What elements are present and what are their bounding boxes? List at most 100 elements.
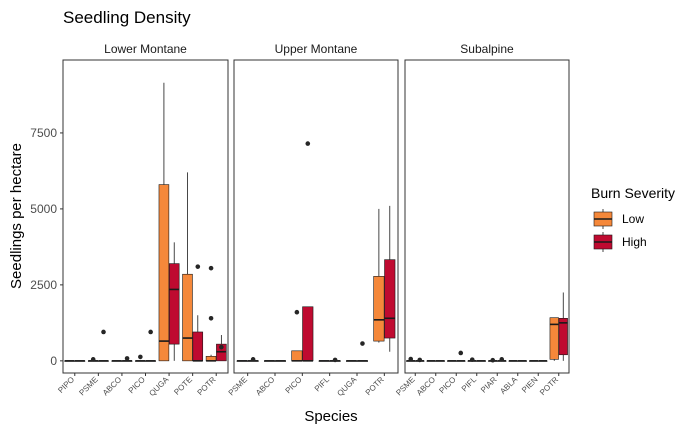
x-tick-label: PICO	[284, 375, 304, 395]
box-pipo-high	[74, 360, 86, 362]
panel-border	[233, 59, 399, 374]
outlier-point	[408, 356, 414, 362]
chart-title: Seedling Density	[63, 8, 191, 27]
box-pifl-low	[318, 360, 330, 362]
outlier-point	[124, 356, 130, 361]
box-potr-high	[558, 292, 568, 361]
box-pico-high	[145, 329, 156, 362]
box-abla-high	[517, 360, 527, 362]
box-quga-low	[345, 360, 358, 362]
legend-title: Burn Severity	[591, 185, 675, 201]
outlier-point	[250, 357, 256, 362]
facet-panel: Lower Montane PIPO PSME ABCO PICO QUGA POTE POT…	[56, 42, 229, 398]
facet-strip-label: Lower Montane	[104, 42, 187, 56]
outlier-point	[294, 309, 300, 315]
outlier-point	[458, 350, 464, 356]
legend-label: High	[622, 235, 647, 249]
x-tick-label: PSME	[77, 375, 99, 397]
outlier-point	[219, 344, 224, 350]
legend: Burn Severity Low High	[591, 185, 675, 252]
outlier-point	[138, 354, 143, 360]
box-potr-low	[373, 208, 385, 343]
box-iqr	[302, 306, 314, 362]
box-psme-low	[87, 357, 99, 362]
x-tick-label: PIPO	[56, 375, 76, 395]
y-tick-label: 5000	[30, 202, 57, 216]
box-pico-low	[135, 354, 146, 362]
outlier-point	[101, 329, 106, 335]
legend-label: Low	[622, 212, 644, 226]
x-tick-label: ABCO	[415, 375, 437, 397]
box-psme-high	[415, 357, 425, 363]
x-tick-label: POTE	[172, 375, 194, 397]
outlier-point	[208, 265, 214, 271]
x-tick-label: POTR	[364, 375, 386, 397]
box-pico-low	[447, 360, 457, 362]
box-pipo-low	[64, 360, 75, 362]
y-tick-label: 2500	[30, 278, 57, 292]
outlier-point	[305, 141, 311, 146]
box-piar-high	[497, 357, 507, 362]
box-iqr	[558, 318, 568, 356]
box-iqr	[182, 273, 193, 362]
legend-entry-high: High	[593, 232, 647, 252]
x-tick-label: POTR	[538, 375, 560, 397]
outlier-point	[360, 341, 365, 346]
box-pifl-high	[476, 360, 486, 362]
box-abla-low	[508, 360, 518, 362]
y-tick-label: 7500	[30, 126, 57, 140]
legend-entry-low: Low	[593, 209, 644, 229]
x-tick-label: PICO	[127, 375, 147, 395]
box-pico-high	[456, 350, 466, 362]
outlier-point	[417, 357, 423, 363]
outlier-point	[469, 357, 475, 362]
outlier-point	[332, 357, 338, 363]
x-tick-label: POTR	[196, 375, 218, 397]
x-tick-label: PSME	[227, 375, 249, 397]
outlier-point	[148, 329, 153, 335]
x-tick-label: PIAR	[479, 375, 499, 395]
box-iqr	[192, 331, 204, 362]
box-abco-low	[111, 360, 123, 362]
outlier-point	[90, 357, 96, 362]
box-psme-high	[98, 329, 109, 362]
box-quga-high	[356, 341, 369, 362]
x-tick-label: QUGA	[335, 375, 358, 398]
box-iqr	[291, 350, 303, 362]
facet-strip-label: Upper Montane	[275, 42, 358, 56]
box-iqr	[373, 276, 385, 342]
x-axis-title: Species	[304, 408, 357, 425]
box-potr-high	[216, 335, 227, 362]
outlier-point	[499, 357, 505, 362]
facet-panel: Upper Montane PSME ABCO PICO PIFL QUGA POTR	[227, 42, 399, 398]
box-abco-low	[263, 360, 276, 362]
box-pote-low	[182, 172, 193, 362]
box-pico-low	[291, 309, 303, 362]
panel-border	[62, 59, 229, 374]
box-abco-high	[274, 360, 287, 362]
box-pien-low	[529, 360, 539, 362]
x-tick-label: ABLA	[498, 375, 519, 396]
legend-entries: Low High	[593, 209, 647, 252]
box-pien-high	[538, 360, 548, 362]
box-abco-high	[121, 356, 133, 362]
box-iqr	[384, 259, 396, 339]
box-pifl-high	[329, 357, 341, 363]
y-axis-title: Seedlings per hectare	[8, 143, 25, 289]
box-quga-high	[168, 242, 180, 361]
x-tick-label: PICO	[437, 375, 457, 395]
x-tick-label: ABCO	[101, 375, 123, 397]
y-tick-label: 0	[50, 354, 57, 368]
x-tick-label: PIFL	[313, 375, 332, 394]
x-tick-label: PIFL	[460, 375, 479, 394]
x-tick-label: QUGA	[147, 375, 170, 398]
box-piar-low	[488, 357, 498, 363]
box-pote-high	[192, 264, 204, 362]
box-psme-high	[247, 357, 259, 362]
x-tick-label: PSME	[394, 375, 416, 397]
outlier-point	[208, 316, 214, 321]
box-psme-low	[236, 360, 248, 362]
